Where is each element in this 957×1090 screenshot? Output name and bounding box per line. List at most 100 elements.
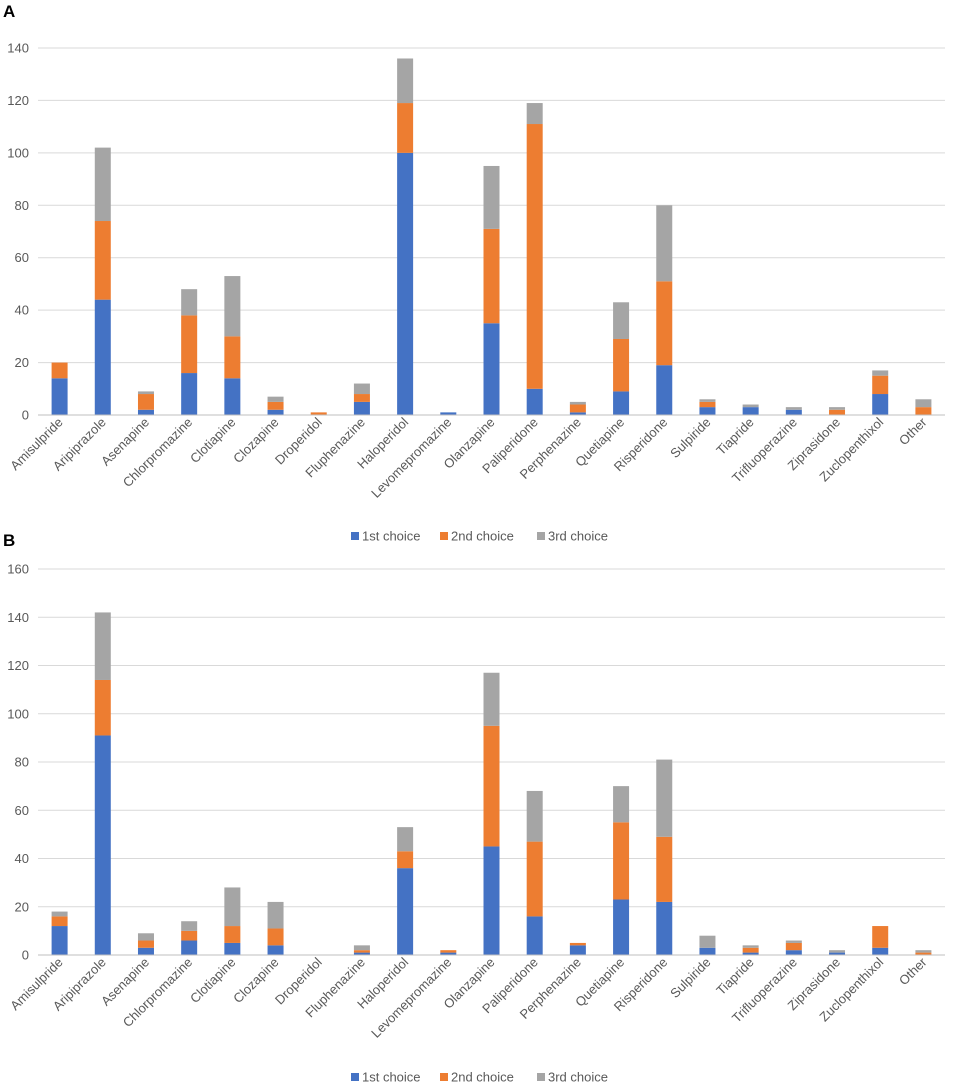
panel-a-bar-risperidone-3rd-choice — [656, 205, 673, 282]
panel-a-bar-amisulpride-1st-choice — [51, 378, 68, 415]
panel-a-bar-paliperidone-3rd-choice — [526, 103, 543, 125]
panel-b-chart: B020406080100120140160AmisulprideAripipr… — [3, 531, 945, 1085]
panel-b-bar-chlorpromazine-1st-choice — [181, 940, 198, 955]
panel-a-bar-chlorpromazine-1st-choice — [181, 373, 198, 415]
panel-a-bar-asenapine-1st-choice — [137, 409, 154, 415]
panel-b-ytick-label: 40 — [15, 851, 29, 866]
panel-a-bar-asenapine-3rd-choice — [137, 391, 154, 395]
panel-b-bar-haloperidol-1st-choice — [397, 868, 414, 955]
panel-a-bar-zuclopenthixol-3rd-choice — [872, 370, 889, 376]
panel-b-bar-ziprasidone-1st-choice — [829, 952, 846, 955]
panel-a-bar-sulpiride-2nd-choice — [699, 401, 716, 408]
panel-a-bar-risperidone-2nd-choice — [656, 281, 673, 366]
panel-a-bar-zuclopenthixol-1st-choice — [872, 394, 889, 415]
panel-a-bar-haloperidol-2nd-choice — [397, 103, 414, 153]
panel-b-bar-haloperidol-2nd-choice — [397, 851, 414, 869]
panel-a-ytick-label: 120 — [7, 93, 29, 108]
panel-a-bar-droperidol-2nd-choice — [310, 412, 327, 415]
panel-a-bar-clozapine-2nd-choice — [267, 401, 284, 410]
panel-a-bar-haloperidol-1st-choice — [397, 152, 414, 415]
panel-a-bar-aripiprazole-1st-choice — [94, 299, 111, 415]
panel-a-ytick-label: 60 — [15, 250, 29, 265]
panel-a-bar-fluphenazine-2nd-choice — [353, 394, 370, 402]
panel-a-bar-amisulpride-2nd-choice — [51, 362, 68, 379]
panel-a-bar-sulpiride-3rd-choice — [699, 399, 716, 402]
panel-b-bar-olanzapine-3rd-choice — [483, 672, 500, 726]
panel-a-legend-label-3rd-choice: 3rd choice — [548, 529, 608, 544]
panel-a-bar-asenapine-2nd-choice — [137, 394, 154, 410]
panel-a-legend-swatch-3rd-choice — [537, 532, 545, 540]
panel-b-bar-levomepromazine-2nd-choice — [440, 950, 457, 953]
panel-a-xtick-label-clotiapine: Clotiapine — [187, 415, 238, 466]
panel-b-bar-clotiapine-2nd-choice — [224, 926, 241, 943]
panel-b-legend-label-3rd-choice: 3rd choice — [548, 1070, 608, 1085]
panel-b-bar-chlorpromazine-3rd-choice — [181, 921, 198, 931]
panel-a-bar-tiapride-3rd-choice — [742, 404, 759, 408]
panel-b-bar-tiapride-1st-choice — [742, 952, 759, 955]
panel-b-bar-fluphenazine-2nd-choice — [353, 950, 370, 953]
panel-a-bar-quetiapine-2nd-choice — [613, 338, 630, 392]
panel-a-ytick-label: 100 — [7, 145, 29, 160]
panel-b-bar-clozapine-3rd-choice — [267, 901, 284, 929]
panel-b-bar-olanzapine-1st-choice — [483, 846, 500, 955]
panel-b-ytick-label: 160 — [7, 562, 29, 577]
panel-b-bar-asenapine-2nd-choice — [137, 940, 154, 948]
panel-a-bar-haloperidol-3rd-choice — [397, 58, 414, 104]
panel-b-ytick-label: 20 — [15, 899, 29, 914]
panel-b-legend-label-1st-choice: 1st choice — [362, 1070, 421, 1085]
panel-a-bar-paliperidone-1st-choice — [526, 388, 543, 415]
panel-b-bar-ziprasidone-3rd-choice — [829, 950, 846, 953]
panel-b-ytick-label: 120 — [7, 658, 29, 673]
panel-b-bar-amisulpride-3rd-choice — [51, 911, 68, 917]
panel-b-bar-risperidone-1st-choice — [656, 901, 673, 955]
panel-a-bar-zuclopenthixol-2nd-choice — [872, 375, 889, 395]
panel-b-bar-fluphenazine-1st-choice — [353, 952, 370, 955]
panel-a-xtick-label-levomepromazine: Levomepromazine — [368, 415, 454, 501]
panel-b-bar-sulpiride-3rd-choice — [699, 935, 716, 948]
panel-a-bar-clotiapine-1st-choice — [224, 378, 241, 415]
panel-b-legend-swatch-2nd-choice — [440, 1073, 448, 1081]
panel-a-bar-perphenazine-3rd-choice — [569, 401, 586, 405]
panel-a-legend-swatch-2nd-choice — [440, 532, 448, 540]
panel-b-bar-aripiprazole-2nd-choice — [94, 679, 111, 736]
panel-b-bar-other-3rd-choice — [915, 950, 932, 953]
panel-a-chart: A020406080100120140AmisulprideAripiprazo… — [3, 2, 945, 544]
panel-a-xtick-label-other: Other — [896, 414, 930, 448]
panel-a-bar-fluphenazine-1st-choice — [353, 401, 370, 415]
panel-a-letter: A — [3, 2, 15, 21]
panel-a-bar-olanzapine-2nd-choice — [483, 228, 500, 324]
panel-b-bar-perphenazine-2nd-choice — [569, 942, 586, 946]
panel-b-bar-sulpiride-1st-choice — [699, 947, 716, 955]
panel-b-bar-clotiapine-3rd-choice — [224, 887, 241, 927]
panel-b-legend: 1st choice 2nd choice 3rd choice — [351, 1070, 608, 1085]
panel-b-bar-levomepromazine-1st-choice — [440, 952, 457, 955]
panel-b-xtick-label-tiapride: Tiapride — [713, 955, 756, 998]
panel-b-ytick-label: 0 — [22, 948, 29, 963]
panel-a-xtick-label-sulpiride: Sulpiride — [667, 415, 713, 461]
panel-a-bar-levomepromazine-1st-choice — [440, 412, 457, 415]
panel-b-xtick-label-clotiapine: Clotiapine — [187, 955, 238, 1006]
panel-a-bar-quetiapine-1st-choice — [613, 391, 630, 415]
panel-b-ytick-label: 140 — [7, 610, 29, 625]
panel-b-bar-fluphenazine-3rd-choice — [353, 945, 370, 951]
panel-b-bar-asenapine-1st-choice — [137, 947, 154, 955]
panel-a-legend: 1st choice 2nd choice 3rd choice — [351, 529, 608, 544]
panel-a-bar-sulpiride-1st-choice — [699, 407, 716, 415]
panel-a-legend-swatch-1st-choice — [351, 532, 359, 540]
panel-a-bar-clotiapine-3rd-choice — [224, 276, 241, 337]
panel-b-bar-asenapine-3rd-choice — [137, 933, 154, 941]
panel-a-bar-other-2nd-choice — [915, 407, 932, 415]
panel-b-bar-paliperidone-3rd-choice — [526, 790, 543, 842]
panel-a-bar-chlorpromazine-2nd-choice — [181, 315, 198, 374]
panel-b-bar-clotiapine-1st-choice — [224, 942, 241, 955]
panel-b-bar-trifluoperazine-3rd-choice — [785, 940, 802, 943]
panel-a-ytick-label: 140 — [7, 41, 29, 56]
panel-b-bar-zuclopenthixol-1st-choice — [872, 947, 889, 955]
panel-b-bar-quetiapine-3rd-choice — [613, 786, 630, 823]
panel-b-bar-haloperidol-3rd-choice — [397, 827, 414, 852]
panel-b-bar-perphenazine-1st-choice — [569, 945, 586, 955]
panel-b-bar-aripiprazole-3rd-choice — [94, 612, 111, 680]
panel-a-bar-chlorpromazine-3rd-choice — [181, 289, 198, 316]
panel-b-bar-clozapine-1st-choice — [267, 945, 284, 955]
